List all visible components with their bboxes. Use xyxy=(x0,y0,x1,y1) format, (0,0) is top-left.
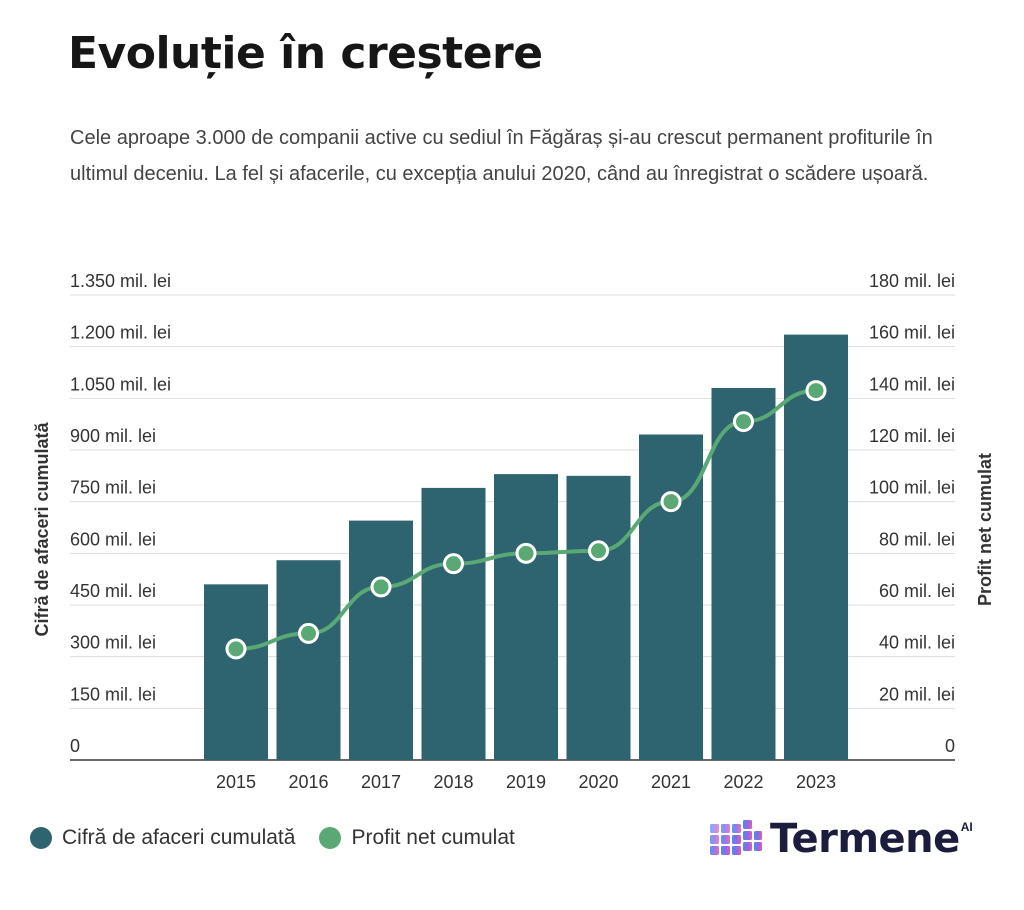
brand-name: Termene xyxy=(770,816,960,862)
y-left-tick-label: 1.200 mil. lei xyxy=(70,323,171,343)
x-tick-label: 2019 xyxy=(506,772,546,792)
bar-2018 xyxy=(421,487,486,760)
chart-legend: Cifră de afaceri cumulată Profit net cum… xyxy=(30,826,539,850)
y-right-tick-label: 120 mil. lei xyxy=(869,426,955,446)
legend-swatch-revenue xyxy=(30,827,52,849)
profit-line xyxy=(235,388,817,651)
y-right-tick-label: 60 mil. lei xyxy=(879,581,955,601)
legend-item-revenue: Cifră de afaceri cumulată xyxy=(30,826,295,850)
y-left-tick-label: 600 mil. lei xyxy=(70,529,156,549)
y-right-axis-title: Profit net cumulat xyxy=(975,453,995,606)
cube-grid-logo-icon xyxy=(710,820,762,855)
bar-2016 xyxy=(276,560,341,760)
bar-2021 xyxy=(639,434,703,760)
brand-logo: Termene AI xyxy=(708,816,973,862)
x-tick-label: 2017 xyxy=(361,772,401,792)
profit-point-2018 xyxy=(443,553,464,575)
x-tick-label: 2020 xyxy=(578,772,618,792)
bar-2015 xyxy=(204,584,268,760)
bar-2023 xyxy=(784,334,848,760)
profit-point-2023 xyxy=(805,380,827,402)
legend-swatch-profit xyxy=(319,827,342,849)
y-right-tick-label: 40 mil. lei xyxy=(879,633,955,653)
profit-point-2019 xyxy=(515,542,537,564)
page-title: Evoluție în creștere xyxy=(68,28,543,79)
y-right-tick-label: 100 mil. lei xyxy=(869,478,955,498)
y-left-tick-label: 0 xyxy=(70,736,80,756)
profit-point-2022 xyxy=(733,411,754,433)
y-right-tick-label: 0 xyxy=(945,736,955,756)
bar-series xyxy=(204,334,848,760)
bar-2019 xyxy=(494,474,558,760)
legend-label-profit: Profit net cumulat xyxy=(351,826,515,849)
bar-2022 xyxy=(711,388,776,760)
y-left-axis-title: Cifră de afaceri cumulată xyxy=(32,421,52,636)
brand-suffix: AI xyxy=(960,820,973,834)
legend-label-revenue: Cifră de afaceri cumulată xyxy=(62,826,296,849)
x-tick-label: 2023 xyxy=(796,772,836,792)
legend-item-profit: Profit net cumulat xyxy=(319,826,515,850)
profit-point-2016 xyxy=(298,622,319,644)
profit-point-2015 xyxy=(225,638,247,660)
x-tick-label: 2018 xyxy=(433,772,473,792)
bar-2017 xyxy=(349,520,413,760)
y-left-tick-label: 150 mil. lei xyxy=(70,684,156,704)
y-left-tick-label: 1.050 mil. lei xyxy=(70,374,171,394)
profit-point-2020 xyxy=(588,540,609,562)
line-series xyxy=(225,380,827,660)
y-left-tick-label: 900 mil. lei xyxy=(70,426,156,446)
x-tick-label: 2016 xyxy=(288,772,328,792)
combo-chart: 0 150 mil. lei 300 mil. lei 450 mil. lei 600… xyxy=(32,271,995,792)
y-left-tick-label: 450 mil. lei xyxy=(70,581,156,601)
axis-labels: 0 150 mil. lei 300 mil. lei 450 mil. lei 600… xyxy=(32,271,995,792)
x-tick-label: 2022 xyxy=(723,772,763,792)
y-right-tick-label: 20 mil. lei xyxy=(879,684,955,704)
y-right-tick-label: 180 mil. lei xyxy=(869,271,955,291)
y-right-tick-label: 140 mil. lei xyxy=(869,374,955,394)
profit-point-2017 xyxy=(370,576,392,598)
x-tick-label: 2015 xyxy=(216,772,256,792)
y-right-tick-label: 80 mil. lei xyxy=(879,529,955,549)
profit-point-2021 xyxy=(660,491,682,513)
y-left-tick-label: 1.350 mil. lei xyxy=(70,271,171,291)
y-left-tick-label: 300 mil. lei xyxy=(70,633,156,653)
y-left-tick-label: 750 mil. lei xyxy=(70,478,156,498)
x-tick-label: 2021 xyxy=(651,772,691,792)
y-right-tick-label: 160 mil. lei xyxy=(869,323,955,343)
page-subtitle: Cele aproape 3.000 de companii active cu… xyxy=(70,127,933,185)
bar-2020 xyxy=(566,475,631,760)
